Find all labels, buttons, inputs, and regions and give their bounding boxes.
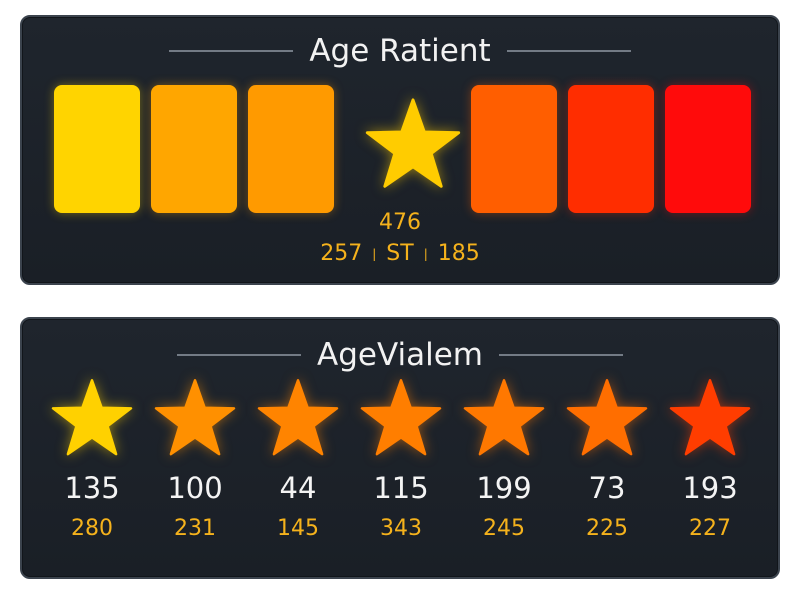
star-icon[interactable] bbox=[256, 377, 340, 459]
title-divider-right bbox=[506, 50, 631, 52]
rating-block-2[interactable] bbox=[151, 85, 237, 213]
panel-title: Age Ratient bbox=[309, 33, 491, 69]
rating-block-6[interactable] bbox=[665, 85, 751, 213]
star-rating-item[interactable]: 44 145 bbox=[246, 377, 350, 543]
star-icon[interactable] bbox=[153, 377, 237, 459]
star-rating-item[interactable]: 115 343 bbox=[349, 377, 453, 543]
panel-title: AgeVialem bbox=[317, 337, 483, 373]
star-rating-item[interactable]: 135 280 bbox=[40, 377, 144, 543]
star-rating-item[interactable]: 73 225 bbox=[555, 377, 659, 543]
rating-block-5[interactable] bbox=[568, 85, 654, 213]
star-icon[interactable] bbox=[668, 377, 752, 459]
star-rating-item[interactable]: 199 245 bbox=[452, 377, 556, 543]
secondary-value: 145 bbox=[277, 516, 319, 541]
primary-value: 115 bbox=[373, 471, 429, 505]
split-left-value: 257 bbox=[320, 241, 363, 266]
secondary-value: 231 bbox=[174, 516, 216, 541]
panel-title-row: AgeVialem bbox=[22, 333, 778, 377]
rating-block-1[interactable] bbox=[54, 85, 140, 213]
total-value: 476 bbox=[379, 210, 421, 235]
star-icon[interactable] bbox=[462, 377, 546, 459]
panel-title-row: Age Ratient bbox=[22, 29, 778, 73]
secondary-value: 280 bbox=[71, 516, 113, 541]
primary-value: 135 bbox=[64, 471, 120, 505]
primary-value: 44 bbox=[279, 471, 317, 505]
primary-value: 193 bbox=[682, 471, 738, 505]
secondary-value: 227 bbox=[689, 516, 731, 541]
rating-block-3[interactable] bbox=[248, 85, 334, 213]
split-separator: | bbox=[423, 247, 428, 261]
split-values: 257 | ST | 185 bbox=[22, 241, 778, 266]
star-icon[interactable] bbox=[365, 95, 461, 193]
star-icon[interactable] bbox=[50, 377, 134, 459]
title-divider-left bbox=[177, 354, 301, 356]
primary-value: 199 bbox=[476, 471, 532, 505]
split-mid-label: ST bbox=[386, 241, 414, 266]
star-icon[interactable] bbox=[359, 377, 443, 459]
star-rating-item[interactable]: 193 227 bbox=[658, 377, 762, 543]
secondary-value: 245 bbox=[483, 516, 525, 541]
title-divider-right bbox=[498, 354, 623, 356]
primary-value: 73 bbox=[588, 471, 626, 505]
secondary-value: 343 bbox=[380, 516, 422, 541]
star-icon[interactable] bbox=[565, 377, 649, 459]
title-divider-left bbox=[169, 50, 294, 52]
split-separator: | bbox=[372, 247, 377, 261]
age-ratient-panel: Age Ratient 476 257 | ST | 185 bbox=[20, 15, 780, 285]
rating-block-4[interactable] bbox=[471, 85, 557, 213]
primary-value: 100 bbox=[167, 471, 223, 505]
secondary-value: 225 bbox=[586, 516, 628, 541]
age-vialem-panel: AgeVialem 135 280 100 231 44 145 115 343 199 245 7… bbox=[20, 317, 780, 579]
split-right-value: 185 bbox=[437, 241, 480, 266]
star-rating-item[interactable]: 100 231 bbox=[143, 377, 247, 543]
